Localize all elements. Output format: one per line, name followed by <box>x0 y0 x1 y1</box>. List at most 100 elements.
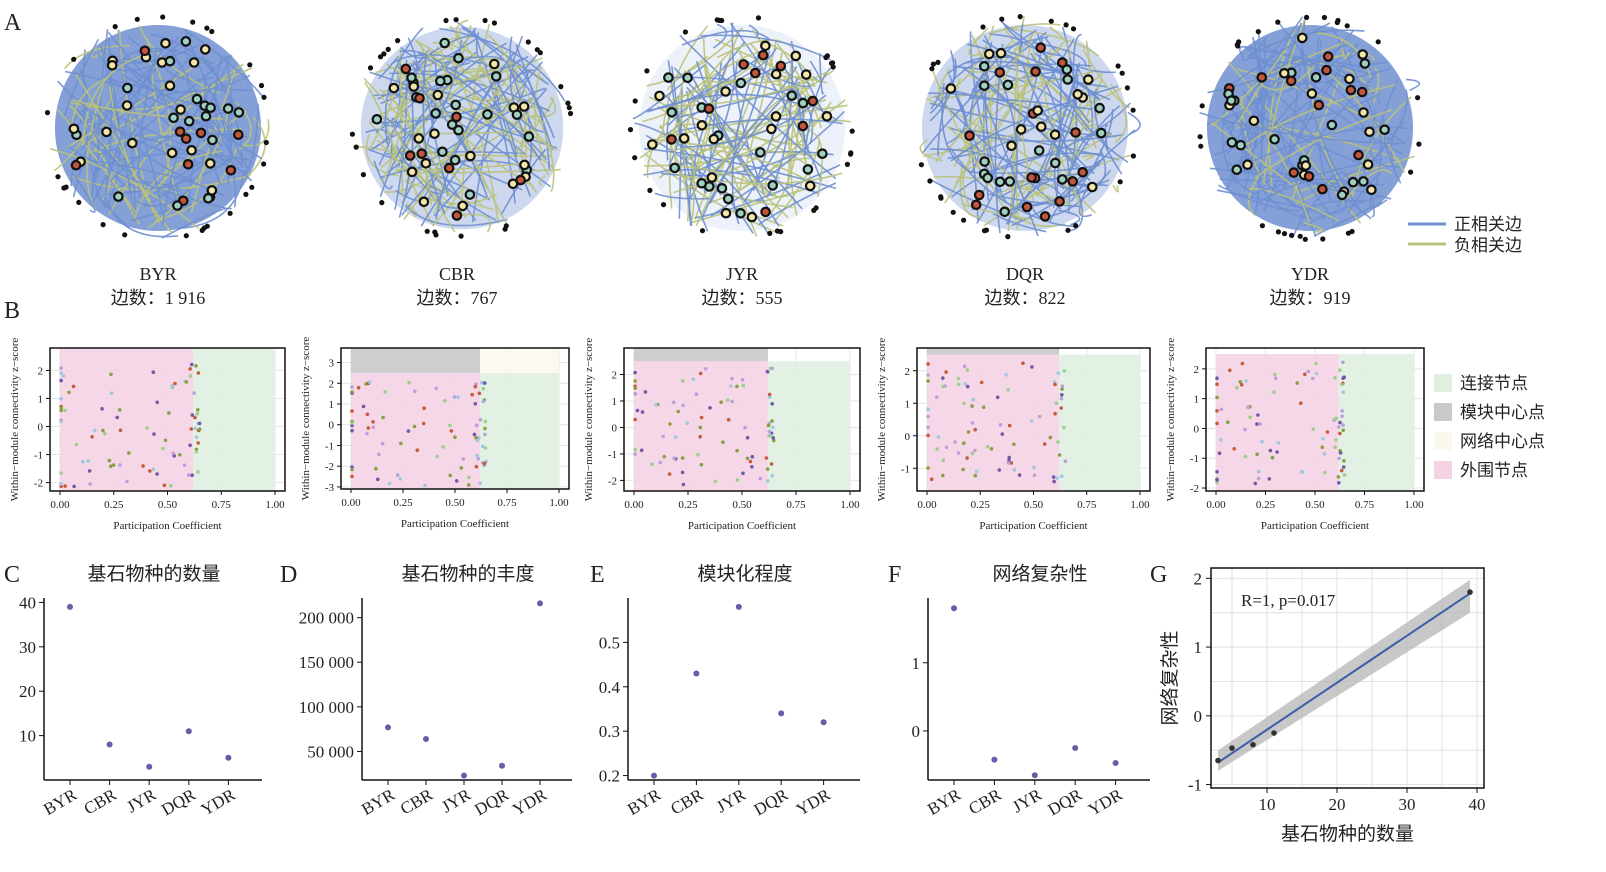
zp-point <box>102 431 107 436</box>
network-node <box>1248 115 1260 127</box>
zp-point <box>1017 473 1022 477</box>
edge-legend: 正相关边 负相关边 <box>1408 215 1522 256</box>
negative-edge <box>736 47 809 89</box>
network-node <box>918 162 925 168</box>
y-tick-label: 0 <box>1194 423 1200 435</box>
zp-point <box>1062 425 1066 430</box>
zp-point <box>371 420 375 424</box>
positive-edge <box>401 54 538 216</box>
positive-edge <box>214 56 244 167</box>
network-node <box>1130 107 1136 113</box>
zp-point <box>953 440 957 444</box>
x-axis-label: 基石物种的数量 <box>1281 823 1414 845</box>
positive-edge <box>945 100 967 145</box>
positive-edge <box>1075 65 1094 132</box>
network-node <box>518 101 530 112</box>
positive-edge <box>97 52 157 72</box>
data-point-dqr <box>499 762 505 769</box>
positive-edge <box>471 65 504 223</box>
zp-point <box>381 415 385 420</box>
zp-point <box>735 448 739 453</box>
zp-point <box>750 465 754 469</box>
network-node <box>61 185 67 191</box>
panel-c-chart: 基石物种的数量 10 20 30 40 BYR CBR JYR DQR YDR <box>19 563 262 819</box>
y-tick-label: 2 <box>1194 569 1203 588</box>
y-tick-label: 2 <box>329 378 335 390</box>
zp-point <box>681 482 686 487</box>
zp-point <box>194 364 198 368</box>
positive-edge <box>1241 36 1268 62</box>
network-node <box>567 110 574 117</box>
positive-edge <box>403 35 478 73</box>
x-tick-label: JYR <box>438 785 474 817</box>
zp-plots-row: 2 1 0 -1 -2 0.00 0.25 0.50 0.75 1.00 Participation… <box>9 337 1425 532</box>
negative-edge <box>1373 67 1380 103</box>
network-node <box>821 111 833 122</box>
zp-point <box>456 395 460 400</box>
network-node <box>802 164 814 175</box>
y-tick-label: 30 <box>19 638 36 657</box>
zp-point <box>1267 477 1272 481</box>
zp-point <box>998 423 1003 427</box>
zp-point <box>676 409 681 414</box>
zp-point <box>387 481 392 486</box>
network-node <box>377 54 384 60</box>
network-node <box>200 44 211 55</box>
zp-point <box>639 448 644 453</box>
network-node <box>227 210 233 216</box>
zp-point <box>152 432 156 436</box>
negative-edge <box>1237 101 1311 223</box>
positive-edge <box>729 22 823 182</box>
x-tick-label: BYR <box>358 785 398 819</box>
zp-point <box>350 385 354 389</box>
network-node <box>371 114 383 125</box>
zp-point <box>167 411 171 415</box>
network-node <box>647 187 653 193</box>
zp-point <box>473 384 478 389</box>
zp-point <box>1311 376 1315 381</box>
zp-point <box>929 477 934 482</box>
zp-point <box>399 441 403 446</box>
network-node <box>982 172 993 184</box>
network-node <box>961 217 967 223</box>
zp-point <box>467 483 471 487</box>
role-legend: 连接节点 模块中心点 网络中心点 外围节点 <box>1434 374 1545 481</box>
positive-edge <box>712 23 728 49</box>
zp-point <box>350 409 354 413</box>
negative-edge <box>71 174 252 191</box>
zp-point <box>730 399 734 404</box>
network-node <box>1362 159 1374 170</box>
zp-point <box>413 389 417 394</box>
panel-letter-b: B <box>4 298 20 324</box>
zp-point <box>192 391 196 395</box>
network-node <box>938 194 944 200</box>
network-node <box>1231 164 1243 175</box>
zp-point <box>926 373 930 377</box>
zp-point <box>681 403 685 408</box>
network-node <box>1321 14 1327 21</box>
positive-edge <box>647 50 768 111</box>
network-node <box>565 100 571 106</box>
zp-point <box>100 407 104 411</box>
network-node <box>420 158 432 169</box>
network-node <box>1124 85 1130 91</box>
zp-point <box>452 395 457 399</box>
zp-point <box>694 392 699 397</box>
y-tick-label: -1 <box>901 463 910 475</box>
zp-point <box>956 376 961 381</box>
negative-edge <box>455 19 469 46</box>
network-edges-byr: 边数：1 916 <box>111 288 206 308</box>
zp-point <box>936 435 941 439</box>
zp-point <box>633 386 637 391</box>
zp-point <box>1341 390 1346 395</box>
network-node <box>654 90 665 102</box>
zp-point <box>719 400 723 405</box>
network-node <box>205 158 216 169</box>
zp-point <box>59 405 64 410</box>
x-axis-label: Participation Coefficient <box>401 518 509 530</box>
panel-e-chart: 模块化程度 0.2 0.3 0.4 0.5 BYR CBR JYR DQR YDR <box>599 563 860 819</box>
zp-point <box>115 415 119 420</box>
zp-point <box>395 473 400 478</box>
positive-edge <box>1234 16 1304 185</box>
y-axis-label: Within−module connectivity z−score <box>9 338 21 502</box>
